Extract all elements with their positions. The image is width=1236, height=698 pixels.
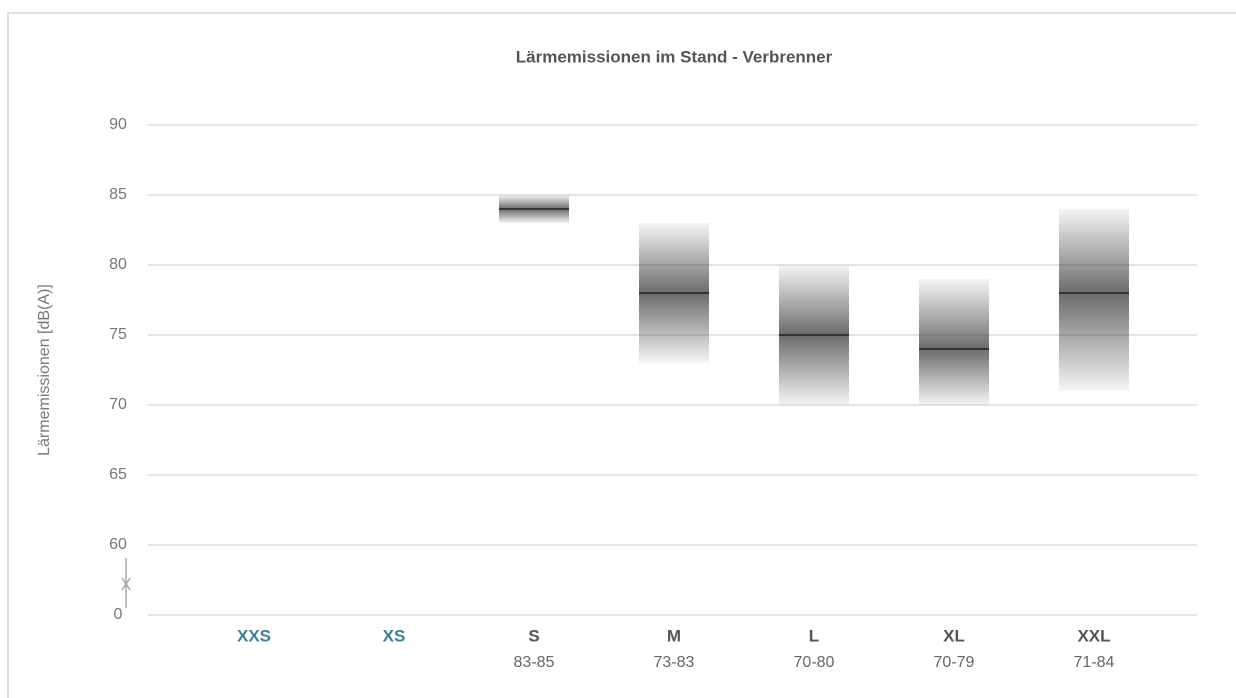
y-tick-label: 65 xyxy=(109,466,127,483)
range-label: 70-80 xyxy=(794,654,835,671)
x-tick-label: XS xyxy=(383,626,406,645)
x-tick-label: L xyxy=(809,626,819,645)
frame xyxy=(7,12,1236,698)
x-tick-label: M xyxy=(667,626,681,645)
y-tick-label: 75 xyxy=(109,326,127,343)
x-tick-label: S xyxy=(528,626,539,645)
range-label: 73-83 xyxy=(654,654,695,671)
y-tick-label: 70 xyxy=(109,396,127,413)
range-bar xyxy=(1059,209,1129,391)
y-tick-label: 85 xyxy=(109,186,127,203)
chart-title: Lärmemissionen im Stand - Verbrenner xyxy=(516,47,833,66)
x-tick-label: XXS xyxy=(237,626,271,645)
range-label: 70-79 xyxy=(934,654,975,671)
x-tick-label: XXL xyxy=(1077,626,1110,645)
break-symbol xyxy=(121,558,131,608)
range-label: 71-84 xyxy=(1074,654,1115,671)
y-tick-label: 60 xyxy=(109,536,127,553)
range-label: 83-85 xyxy=(514,654,555,671)
y-tick-label: 90 xyxy=(109,116,127,133)
axis-break xyxy=(121,558,131,608)
x-tick-label: XL xyxy=(943,626,965,645)
y-axis-label: Lärmemissionen [dB(A)] xyxy=(36,284,53,456)
y-tick-label: 80 xyxy=(109,256,127,273)
y-tick-label: 0 xyxy=(114,606,123,623)
range-bar xyxy=(919,279,989,405)
